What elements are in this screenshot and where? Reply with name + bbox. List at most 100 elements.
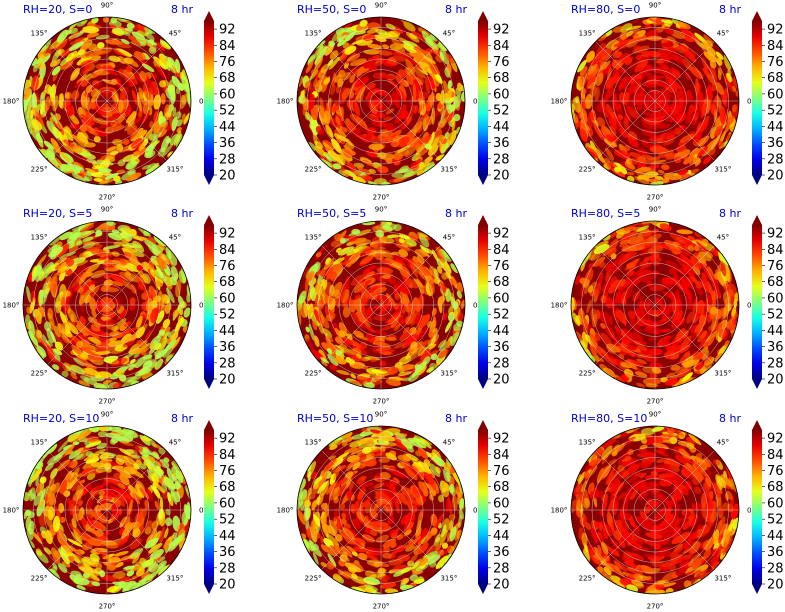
heat-cell bbox=[126, 57, 139, 68]
heat-cell bbox=[451, 118, 456, 132]
heat-cell bbox=[356, 122, 367, 132]
heat-cell bbox=[663, 172, 682, 181]
colorbar-extend-min bbox=[204, 175, 214, 185]
heat-cell bbox=[55, 38, 68, 50]
heat-cell bbox=[423, 55, 436, 64]
heat-cell bbox=[139, 40, 147, 47]
heat-cell bbox=[664, 69, 675, 77]
heat-cell bbox=[180, 93, 188, 110]
heat-cell bbox=[43, 140, 54, 150]
heat-cell bbox=[586, 71, 594, 85]
heat-cell bbox=[126, 172, 142, 182]
heat-cell bbox=[436, 117, 449, 131]
heat-cell bbox=[661, 178, 670, 184]
heat-cell bbox=[336, 34, 348, 42]
colorbar-tick-label: 20 bbox=[219, 169, 236, 184]
heat-cell bbox=[31, 75, 39, 91]
heat-cell bbox=[368, 143, 384, 151]
heat-cell bbox=[124, 27, 134, 32]
heat-cell bbox=[175, 87, 180, 95]
heat-cell bbox=[93, 135, 101, 143]
angle-tick-label: 180° bbox=[277, 98, 294, 106]
heat-cell bbox=[158, 129, 168, 138]
angular-grid-line bbox=[47, 41, 108, 102]
heat-cell bbox=[27, 100, 32, 119]
heat-cell bbox=[50, 112, 58, 124]
heat-cell bbox=[57, 29, 69, 43]
heat-cell bbox=[304, 81, 312, 91]
heat-cell bbox=[346, 100, 354, 109]
heat-cell bbox=[86, 125, 100, 138]
angle-tick-label: 225° bbox=[579, 165, 596, 173]
heat-cell bbox=[350, 67, 357, 75]
heat-cell bbox=[126, 22, 135, 30]
heat-cell bbox=[335, 86, 340, 94]
heat-cell bbox=[581, 119, 591, 131]
heat-cell bbox=[363, 34, 375, 41]
heat-cell bbox=[408, 106, 416, 117]
heat-cell bbox=[642, 110, 655, 118]
colorbar-tick-label: 92 bbox=[219, 23, 236, 38]
heat-cell bbox=[59, 251, 76, 259]
heat-cell bbox=[319, 97, 324, 108]
heat-cell bbox=[716, 57, 723, 66]
heat-cell bbox=[412, 66, 426, 79]
heat-cell bbox=[319, 158, 333, 168]
heat-cell bbox=[317, 43, 324, 58]
heat-cell bbox=[439, 51, 445, 61]
heat-cell bbox=[138, 140, 147, 151]
heat-cell bbox=[94, 105, 108, 117]
heat-cell bbox=[670, 90, 677, 101]
heat-cell bbox=[685, 71, 691, 81]
heat-cell bbox=[677, 20, 691, 30]
angle-tick-label: 90° bbox=[101, 2, 113, 10]
heat-cell bbox=[59, 151, 70, 163]
heat-cell bbox=[107, 115, 116, 121]
heat-cell bbox=[36, 111, 45, 127]
angular-grid-line bbox=[654, 100, 715, 161]
heat-cell bbox=[709, 59, 717, 69]
heat-cell bbox=[156, 42, 165, 52]
heat-cell bbox=[101, 103, 111, 112]
angle-tick-label: 180° bbox=[551, 98, 568, 106]
angle-tick-label: 135° bbox=[305, 30, 322, 38]
heat-cell bbox=[50, 137, 61, 153]
colorbar-tick-label: 52 bbox=[493, 104, 510, 119]
heat-cell bbox=[383, 116, 393, 121]
heat-cell bbox=[356, 165, 363, 170]
heat-cell bbox=[80, 59, 95, 67]
heat-cell bbox=[82, 68, 90, 76]
heat-cell bbox=[368, 168, 376, 174]
heat-cell bbox=[382, 44, 390, 49]
heat-cell bbox=[412, 83, 417, 100]
heat-cell bbox=[117, 56, 127, 64]
heat-cell bbox=[148, 133, 157, 141]
angle-tick-label: 0° bbox=[199, 98, 207, 106]
panel-time-label: 8 hr bbox=[171, 3, 193, 16]
heat-cell bbox=[649, 89, 660, 94]
heat-cell bbox=[314, 145, 326, 157]
heat-cell bbox=[445, 53, 455, 64]
heat-cell bbox=[657, 169, 665, 174]
angle-tick-label: 45° bbox=[717, 30, 729, 38]
colorbar-tick-label: 68 bbox=[767, 71, 784, 86]
heat-cell bbox=[71, 172, 87, 184]
colorbar bbox=[752, 21, 762, 175]
heat-cell bbox=[677, 124, 685, 131]
heat-cell bbox=[367, 43, 382, 50]
heat-cell bbox=[639, 174, 650, 181]
colorbar-tick-label: 28 bbox=[219, 152, 236, 167]
colorbar-tick-label: 60 bbox=[493, 87, 510, 102]
heat-cell bbox=[354, 101, 360, 117]
heat-cell bbox=[175, 111, 182, 119]
heat-cell bbox=[588, 111, 596, 121]
heat-cell bbox=[153, 110, 159, 123]
heat-cell bbox=[81, 51, 94, 59]
heat-cell bbox=[91, 89, 101, 104]
heat-cell bbox=[181, 75, 191, 92]
heat-cell bbox=[137, 110, 143, 117]
heat-cell bbox=[406, 74, 414, 85]
colorbar-extend-max bbox=[204, 11, 214, 21]
heat-cell bbox=[122, 139, 130, 145]
